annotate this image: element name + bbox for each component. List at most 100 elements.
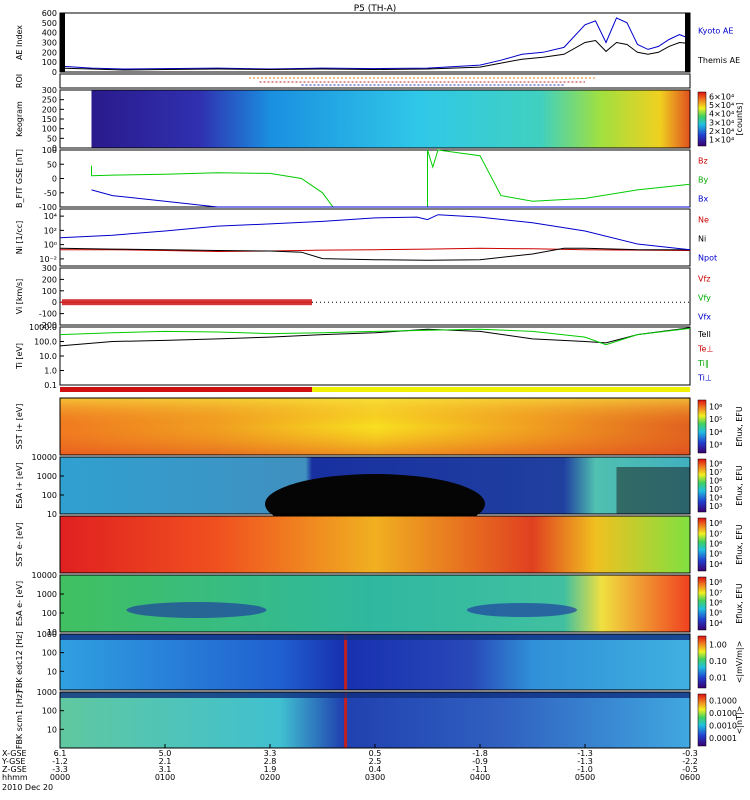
ephemeris-value: -1.3: [577, 757, 593, 766]
bfit-ytick-label: -100: [39, 203, 57, 212]
esa_i-ytick-label: 10000: [32, 453, 57, 462]
bfit-ylabel: B_FIT GSE [nT]: [15, 149, 24, 208]
bfit-ytick-label: 0: [52, 175, 57, 184]
ti-series-line: [59, 327, 691, 346]
fbk_e-spectrogram: [60, 634, 690, 690]
sst_i-colorbar: [697, 399, 707, 454]
vi-legend-label: Vfz: [698, 274, 711, 283]
bfit-legend-label: Bz: [698, 156, 708, 165]
ephemeris-value: 0.4: [369, 765, 382, 774]
vi-ytick-label: -200: [39, 321, 57, 330]
esa_i-colorbar-label: 10⁷: [709, 468, 722, 477]
fbk_e-colorbar: [697, 635, 707, 689]
ti-ytick-label: 100.0: [34, 338, 57, 347]
ae-legend-label: Themis AE: [697, 56, 740, 65]
ae-right-strip: [685, 13, 690, 72]
chart-title: P5 (TH-A): [354, 4, 397, 14]
fbk_b-colorbar-label: 0.1000: [709, 696, 737, 705]
fbk_b-spectrogram: [60, 692, 690, 748]
vi-ylabel: Vi [km/s]: [15, 279, 24, 315]
ni-series-line: [59, 247, 690, 261]
fbk_e-colorbar-label: 0.01: [709, 674, 727, 683]
keogram-spectrogram: [91, 90, 690, 148]
keogram-colorbar-label: 6×10⁴: [709, 92, 734, 101]
bfit-ytick-label: 50: [47, 160, 57, 169]
fbk_b-top-band: [60, 692, 690, 698]
sst_i-colorbar-label: 10⁴: [709, 428, 722, 437]
sst_e-spectrogram: [60, 516, 690, 573]
ephemeris-value: 2.8: [264, 757, 277, 766]
x-tick-label: 0000: [50, 773, 70, 782]
ephemeris-row-label: hhmm: [2, 773, 28, 782]
bfit-legend-label: Bx: [698, 194, 708, 203]
sst_e-ylabel: SST e- [eV]: [15, 522, 24, 567]
fbk_e-ytick-label: 10: [47, 667, 57, 676]
fbk_e-ylabel: FBK edc12 [Hz]: [15, 631, 24, 692]
esa_i-ytick-label: 1000: [37, 472, 57, 481]
keogram-colorbar-label: 5×10⁴: [709, 101, 734, 110]
bfit-series-line: [91, 149, 691, 208]
vi-noise-band: [62, 299, 312, 306]
ae-ytick-label: 600: [42, 9, 57, 18]
esa-e-band-2: [467, 603, 577, 617]
ti-legend-label: Ti⊥: [697, 374, 712, 383]
ephemeris-row-label: X-GSE: [2, 749, 27, 758]
roi-frame: [59, 73, 691, 89]
esa-i-dark-region: [616, 467, 690, 514]
ephemeris-value: -1.8: [472, 749, 488, 758]
sst_i-colorbar-label: 10⁵: [709, 415, 722, 424]
ti-series-line: [59, 327, 691, 347]
x-tick-label: 0300: [365, 773, 385, 782]
sst-i-overlay: [60, 398, 690, 455]
date-label: 2010 Dec 20: [2, 783, 53, 792]
sst_i-colorbar-label: 10³: [709, 441, 722, 450]
ni-legend-label: Ni: [698, 234, 706, 243]
keogram-ytick-label: 0: [52, 144, 57, 153]
esa_e-frame: [59, 574, 691, 633]
keogram-colorbar-label: 4×10⁴: [709, 110, 734, 119]
keogram-ytick-label: 150: [42, 115, 57, 124]
mode-bar-fast: [60, 387, 312, 392]
bfit-legend-label: By: [698, 175, 708, 184]
sst_i-ylabel: SST i+ [eV]: [15, 404, 24, 450]
esa_i-ylabel: ESA i+ [eV]: [15, 462, 24, 508]
esa_i-ytick-label: 10: [47, 510, 57, 519]
sst_e-colorbar-label: 10⁴: [709, 560, 722, 569]
ephemeris-value: -2.2: [682, 757, 698, 766]
ephemeris-row-label: Y-GSE: [1, 757, 25, 766]
fbk_e-colorbar-title: <|mV/m|>: [735, 641, 744, 684]
panel-fbk_b: FBK scm1 [Hz] 10 100 1000 0.0001 0.0010 0.0100…: [15, 688, 744, 749]
sst_e-colorbar-label: 10⁷: [709, 529, 722, 538]
bfit-frame: [59, 149, 691, 208]
keogram-ylabel: Keogram: [15, 101, 24, 137]
fbk_b-ytick-label: 100: [42, 707, 57, 716]
bfit-ytick-label: 100: [42, 146, 57, 155]
bfit-series-line: [91, 189, 690, 208]
fbk_e-frame: [59, 633, 691, 691]
ae-series-line: [59, 17, 691, 70]
ni-ytick-label: 10²: [44, 226, 57, 235]
keogram-ytick-label: 100: [42, 125, 57, 134]
fbk_e-colorbar-label: 1.00: [709, 640, 727, 649]
ae-left-strip: [60, 13, 65, 72]
ephemeris-value: 3.1: [159, 765, 172, 774]
ae-ytick-label: 100: [42, 58, 57, 67]
fbk_e-ytick-label: 1000: [37, 630, 57, 639]
esa_i-colorbar-title: Eflux, EFU: [735, 465, 744, 506]
ti-ylabel: Ti [eV]: [15, 343, 24, 370]
ephemeris-value: 2.1: [159, 757, 172, 766]
vi-frame: [59, 267, 691, 326]
esa_i-frame: [59, 456, 691, 515]
fbk_b-colorbar-label: 0.0010: [709, 721, 737, 730]
keogram-ytick-label: 300: [42, 86, 57, 95]
panel-ni: Ni [1/cc] 10⁻² 10⁰ 10² 10⁴ Ne Ni Npot: [15, 208, 717, 267]
keogram-colorbar: [697, 91, 707, 147]
esa_i-colorbar-label: 10⁶: [709, 476, 722, 485]
ae-series-line: [59, 39, 691, 71]
vi-ytick-label: 300: [42, 264, 57, 273]
ni-ylabel: Ni [1/cc]: [15, 221, 24, 255]
keogram-colorbar-title: [counts]: [735, 103, 744, 136]
